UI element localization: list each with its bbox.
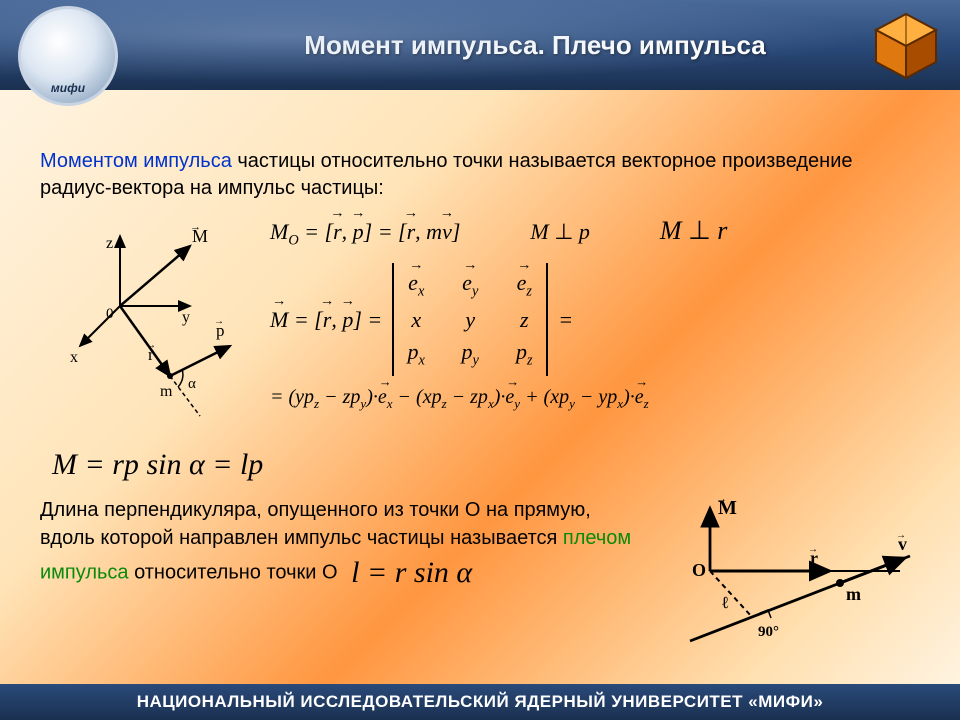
cube-icon [870,10,942,82]
determinant-block: M = [r, p] = exeyez xyz pxpypz = [270,263,920,376]
lever-text-pre: Длина перпендикуляра, опущенного из точк… [40,499,591,549]
svg-text:y: y [182,309,190,326]
svg-text:m: m [160,383,173,400]
definition-paragraph: Моментом импульса частицы относительно т… [40,148,920,202]
formula-M-perp-r: M ⊥ r [660,216,727,246]
svg-text:→: → [896,530,906,541]
svg-text:O: O [692,560,706,580]
svg-text:ℓ: ℓ [722,593,729,612]
svg-text:→: → [190,221,201,233]
lever-text-post: относительно точки O [129,561,338,583]
svg-text:90°: 90° [758,624,779,640]
diagram-3d-vectors: z y x 0 M → r → p → m [40,216,250,432]
svg-text:0: 0 [106,306,114,322]
term-moment-impulse: Моментом импульса [40,150,232,172]
svg-text:x: x [70,349,78,366]
lever-formula: l = r sin α [351,552,472,594]
lever-arm-paragraph: Длина перпендикуляра, опущенного из точк… [40,496,642,594]
svg-text:α: α [188,376,196,392]
formulas-block: MO = [r, p] = [r, mv] M ⊥ p M ⊥ r M = [r… [270,216,920,412]
magnitude-formula: M = rp sin α = lp [52,448,920,482]
formula-Mo: MO = [r, p] = [r, mv] [270,219,460,249]
formula-M-perp-p: M ⊥ p [530,219,590,245]
slide-title: Момент импульса. Плечо импульса [304,30,765,61]
svg-text:→: → [716,496,727,505]
formula-line-1: MO = [r, p] = [r, mv] M ⊥ p M ⊥ r [270,216,920,249]
section2-row: Длина перпендикуляра, опущенного из точк… [40,496,920,662]
svg-text:→: → [808,544,818,555]
formula-row: z y x 0 M → r → p → m [40,216,920,432]
slide-content: Моментом импульса частицы относительно т… [0,90,960,662]
det-lhs: M = [r, p] = [270,307,382,333]
slide-footer: НАЦИОНАЛЬНЫЙ ИССЛЕДОВАТЕЛЬСКИЙ ЯДЕРНЫЙ У… [0,684,960,720]
expansion-formula: = (ypz − zpy)·ex − (xpz − zpx)·ey + (xpy… [270,386,920,412]
diagram-lever-arm: M → O r → m v → ℓ [660,496,920,662]
slide-header: мифи Момент импульса. Плечо импульса [0,0,960,90]
svg-text:→: → [214,316,224,327]
svg-text:z: z [106,235,113,252]
svg-text:m: m [846,584,861,604]
svg-text:→: → [146,340,156,351]
determinant: exeyez xyz pxpypz [392,263,548,376]
det-eq: = [558,307,573,333]
